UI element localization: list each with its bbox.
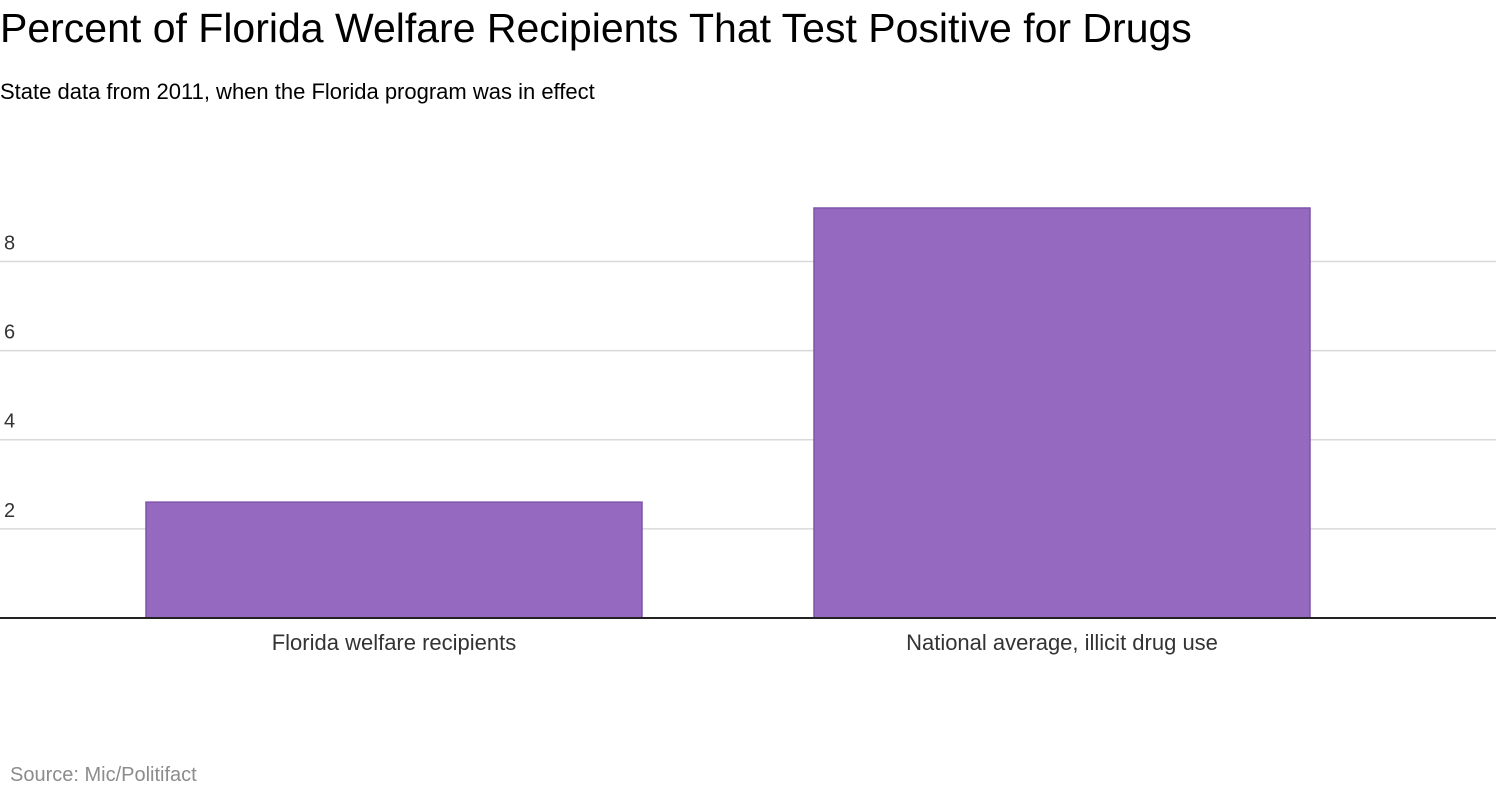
source-note: Source: Mic/Politifact <box>10 764 197 786</box>
y-tick-label: 6 <box>4 322 15 344</box>
x-axis-ticks: Florida welfare recipients National avera… <box>272 630 1218 655</box>
y-tick-label: 8 <box>4 232 15 254</box>
bar <box>145 501 643 619</box>
chart-title: Percent of Florida Welfare Recipients Th… <box>0 5 1192 51</box>
bar <box>813 207 1311 619</box>
chart-subtitle: State data from 2011, when the Florida p… <box>0 79 595 104</box>
bars <box>145 207 1311 619</box>
y-tick-label: 2 <box>4 500 15 522</box>
x-tick-label: National average, illicit drug use <box>906 630 1218 655</box>
x-tick-label: Florida welfare recipients <box>272 630 517 655</box>
y-tick-label: 4 <box>4 411 15 433</box>
y-axis-ticks: 2 4 6 8 <box>4 232 15 521</box>
